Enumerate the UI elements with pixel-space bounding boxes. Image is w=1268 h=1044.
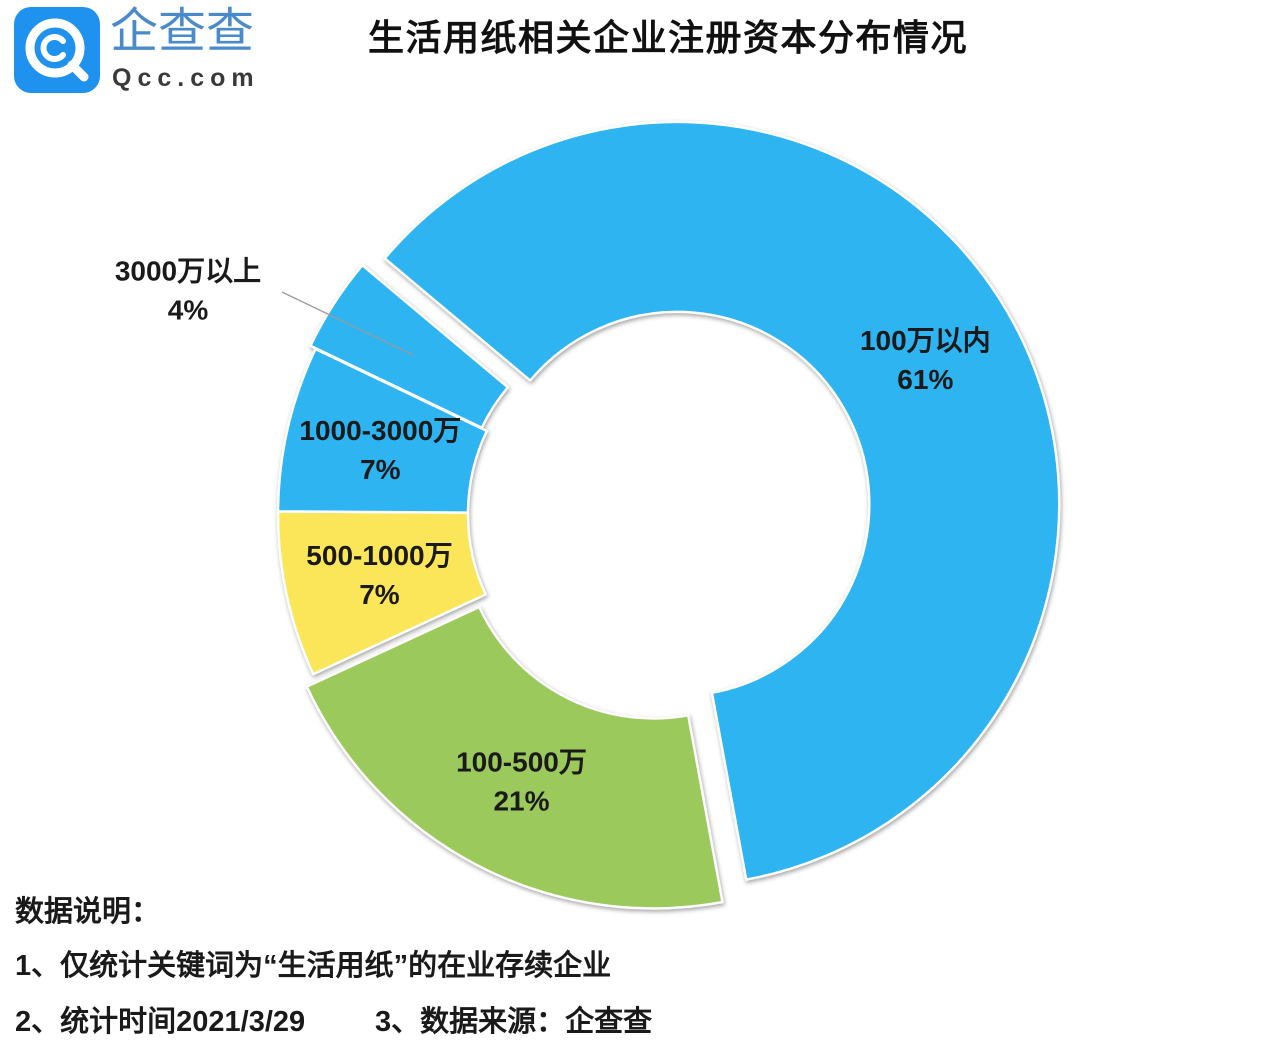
donut-slice-1 [383, 120, 1061, 881]
leader-line [281, 291, 414, 356]
note-item-3: 3、数据来源：企查查 [375, 1006, 653, 1038]
note-row-2: 2、统计时间2021/3/29 3、数据来源：企查查 [15, 1003, 1255, 1041]
slice-1-category-label: 100万以内 [860, 325, 991, 356]
logo-name: 企查查 [110, 5, 255, 58]
slice-5-percent-label: 4% [168, 295, 209, 326]
slice-labels: 100万以内 61% 100-500万 21% 500-1000万 7% 100… [115, 256, 991, 817]
slice-5-category-label: 3000万以上 [115, 256, 261, 287]
logo-icon-tail [67, 60, 89, 82]
qcc-logo-icon [14, 7, 100, 93]
logo-domain: Qcc.com [112, 64, 260, 92]
slice-1-percent-label: 61% [897, 364, 953, 395]
slice-2-percent-label: 21% [493, 786, 549, 817]
donut-slice-5 [309, 263, 510, 430]
slice-2-category-label: 100-500万 [456, 747, 587, 778]
notes-heading: 数据说明： [15, 896, 161, 928]
logo-icon-inner-c [40, 34, 66, 62]
slice-3-percent-label: 7% [359, 579, 400, 610]
slice-4-category-label: 1000-3000万 [299, 415, 461, 446]
note-item-2: 2、统计时间2021/3/29 [15, 1006, 306, 1038]
note-item-1: 1、仅统计关键词为“生活用纸”的在业存续企业 [15, 950, 612, 982]
slice-4-percent-label: 7% [360, 454, 401, 485]
slice-3-category-label: 500-1000万 [306, 540, 452, 571]
chart-title: 生活用纸相关企业注册资本分布情况 [368, 17, 969, 58]
donut-slices [276, 120, 1061, 910]
donut-slice-2 [305, 605, 724, 910]
logo-icon-ring [25, 18, 85, 78]
